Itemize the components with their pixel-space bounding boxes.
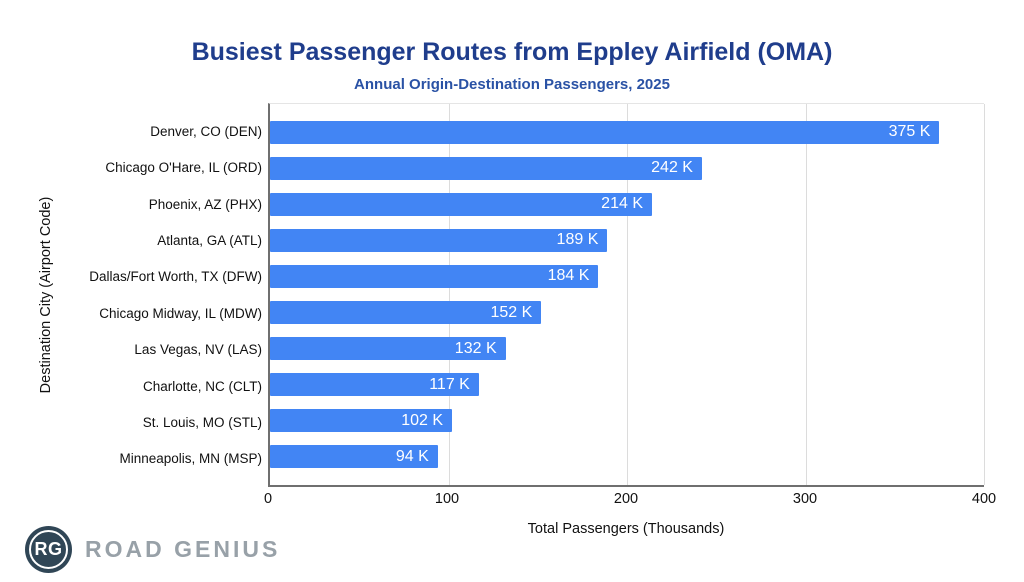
bar-row: 94 K [270,439,984,475]
bar: 184 K [270,264,599,288]
y-axis-title: Destination City (Airport Code) [38,196,54,394]
bar-row: 189 K [270,222,984,258]
x-axis-title: Total Passengers (Thousands) [527,521,725,537]
rg-badge-text: RG [34,539,63,559]
bar-row: 214 K [270,186,984,222]
bar-value-label: 375 K [888,123,931,141]
bar: 152 K [270,301,542,325]
x-axis-tick-labels: 0 100 200 300 400 [264,491,996,509]
bar-value-label: 117 K [429,375,470,393]
bar: 102 K [270,409,453,433]
x-tick-label: 100 [434,491,460,507]
category-label: Dallas/Fort Worth, TX (DFW) [89,269,262,285]
category-label: Charlotte, NC (CLT) [142,378,262,394]
x-tick-label: 300 [792,491,818,507]
gridline [984,104,985,485]
rg-badge-icon: RG [25,526,72,573]
bar-row: 117 K [270,367,984,403]
bar-row: 132 K [270,331,984,367]
bar: 132 K [270,337,506,361]
category-label: St. Louis, MO (STL) [142,414,262,430]
bar-row: 375 K [270,114,984,150]
bar: 375 K [270,120,940,144]
gridline [805,104,807,485]
x-tick-label: 200 [613,491,639,507]
bar-row: 184 K [270,258,984,294]
bar-value-label: 214 K [601,195,643,213]
bar-row: 102 K [270,403,984,439]
road-genius-logo: RG ROAD GENIUS [25,526,280,573]
bar-value-label: 132 K [454,339,497,357]
logo-wordmark: ROAD GENIUS [85,536,281,562]
bar: 94 K [270,445,438,469]
gridline [448,104,450,485]
x-tick-label: 0 [263,491,273,507]
bar-row: 152 K [270,294,984,330]
bar-value-label: 242 K [651,159,693,177]
chart-title: Busiest Passenger Routes from Eppley Air… [191,38,833,66]
category-label: Phoenix, AZ (PHX) [148,196,262,212]
bar-value-label: 94 K [395,447,429,465]
bar-value-label: 184 K [547,267,590,285]
category-label: Chicago O'Hare, IL (ORD) [105,160,262,176]
category-label: Denver, CO (DEN) [150,123,262,139]
y-axis-category-labels: Denver, CO (DEN) Chicago O'Hare, IL (ORD)… [70,113,262,477]
category-label: Atlanta, GA (ATL) [157,232,262,248]
bar: 242 K [270,156,702,180]
bar-value-label: 152 K [490,303,533,321]
category-label: Chicago Midway, IL (MDW) [99,305,262,321]
bar-row: 242 K [270,150,984,186]
bar: 117 K [270,373,479,397]
chart-subtitle: Annual Origin-Destination Passengers, 20… [354,76,670,93]
rg-badge-inner-ring: RG [29,530,68,569]
bars-area: 375 K 242 K 214 K 189 K 184 K 152 K 132 K 117 K… [270,114,984,475]
bar-value-label: 189 K [556,231,599,249]
bar-value-label: 102 K [401,411,444,429]
x-tick-label: 400 [971,491,997,507]
category-label: Minneapolis, MN (MSP) [119,451,262,467]
category-label: Las Vegas, NV (LAS) [134,342,262,358]
bar: 214 K [270,192,652,216]
gridline [627,104,628,485]
bar: 189 K [270,228,608,252]
plot-area: 375 K 242 K 214 K 189 K 184 K 152 K 132 K 117 K… [268,103,985,487]
